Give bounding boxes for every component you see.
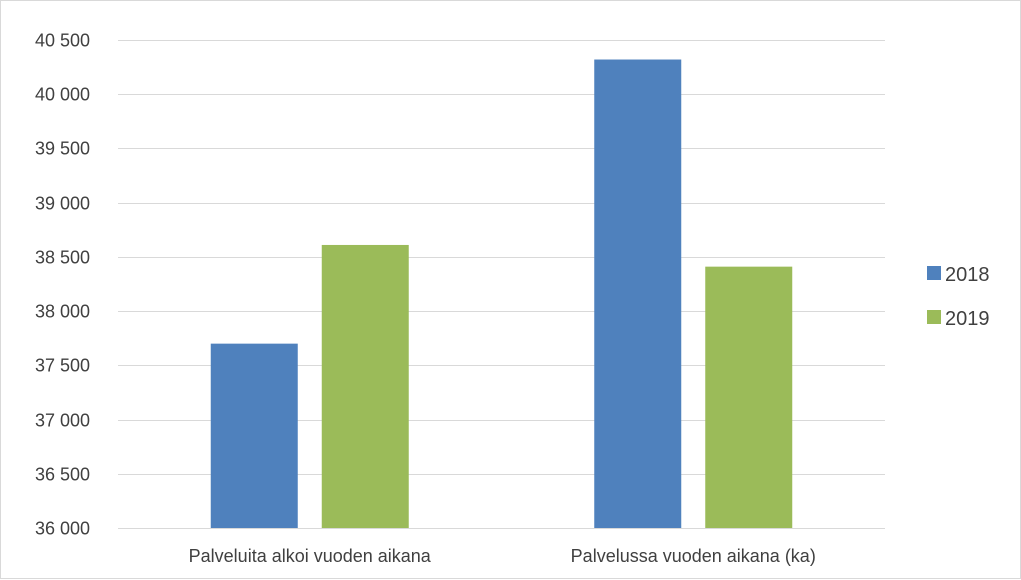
y-tick-label: 37 000 <box>35 411 90 431</box>
y-tick-label: 40 000 <box>35 85 90 105</box>
bar-2018 <box>594 59 682 529</box>
y-tick-label: 36 000 <box>35 519 90 539</box>
bar-2019 <box>321 244 409 528</box>
legend: 2018 2019 <box>927 264 990 330</box>
y-tick-label: 39 500 <box>35 139 90 159</box>
bar-2018 <box>210 343 298 528</box>
y-tick-label: 40 500 <box>35 31 90 51</box>
bars <box>210 59 793 529</box>
y-tick-label: 36 500 <box>35 465 90 485</box>
y-tick-label: 39 000 <box>35 194 90 214</box>
legend-swatch-2018 <box>927 266 941 280</box>
legend-swatch-2019 <box>927 310 941 324</box>
legend-label: 2019 <box>945 308 990 330</box>
x-category-label: Palveluita alkoi vuoden aikana <box>189 546 432 566</box>
y-axis-tick-labels: 36 000 36 500 37 000 37 500 38 000 38 500 39 0… <box>35 31 90 539</box>
y-tick-label: 37 500 <box>35 356 90 376</box>
bar-2019 <box>705 266 793 528</box>
legend-label: 2018 <box>945 264 990 286</box>
x-category-label: Palvelussa vuoden aikana (ka) <box>571 546 816 566</box>
x-axis-category-labels: Palveluita alkoi vuoden aikana Palvelussa… <box>189 546 816 566</box>
y-tick-label: 38 000 <box>35 302 90 322</box>
y-tick-label: 38 500 <box>35 248 90 268</box>
